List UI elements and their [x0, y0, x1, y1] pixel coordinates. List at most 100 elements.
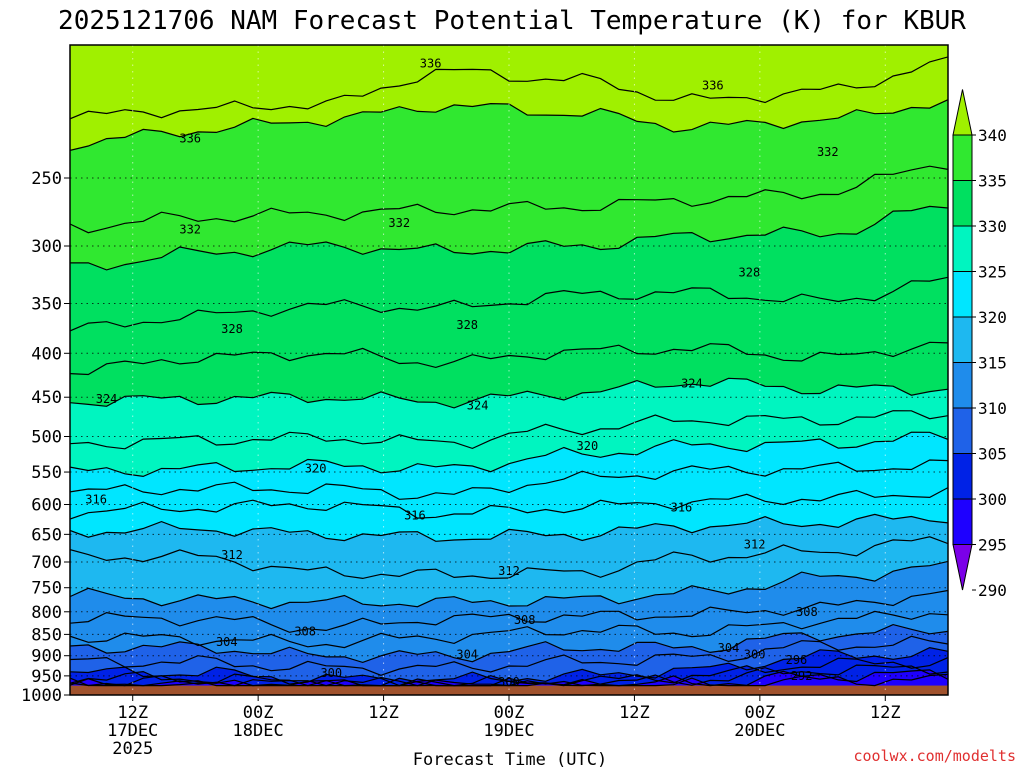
y-tick-label: 350 [31, 294, 62, 314]
x-tick-label: 17DEC [107, 721, 158, 741]
contour-label: 308 [294, 624, 316, 638]
contour-336 [70, 56, 948, 120]
contour-328 [70, 276, 948, 332]
contour-label: 332 [388, 216, 410, 230]
contour-label: 304 [456, 647, 478, 661]
contour-322 [70, 410, 948, 450]
contour-320 [70, 431, 948, 478]
contour-318 [70, 459, 948, 500]
y-tick-label: 600 [31, 495, 62, 515]
x-tick-label: 19DEC [483, 721, 534, 741]
colorbar-extend-max [952, 89, 973, 136]
x-tick-label: 12Z [619, 703, 650, 723]
y-tick-label: 1000 [21, 686, 62, 706]
x-tick-label: 12Z [870, 703, 901, 723]
colorbar-swatch [952, 225, 973, 272]
colorbar-label: 320 [978, 308, 1007, 327]
plot-area: 336 336 336 332 332 332 328 328 328 324 324 324 320 3… [69, 44, 949, 696]
x-tick-label: 00Z [744, 703, 775, 723]
contour-314 [70, 513, 948, 542]
colorbar-label: 330 [978, 217, 1007, 236]
y-tick-label: 650 [31, 525, 62, 545]
contour-324 [70, 377, 948, 409]
contour-label: 332 [179, 222, 201, 236]
contour-332 [70, 165, 948, 234]
contour-label: 316 [85, 492, 107, 506]
colorbar-label: 335 [978, 172, 1007, 191]
x-tick-label: 20DEC [734, 721, 785, 741]
contour-label: 316 [671, 501, 693, 515]
colorbar-swatch [952, 134, 973, 181]
contour-label: 336 [702, 78, 724, 92]
contour-296 [70, 664, 948, 687]
contour-label: 304 [718, 641, 740, 655]
contour-label: 336 [179, 132, 201, 146]
contour-300 [70, 646, 948, 687]
y-tick-label: 500 [31, 428, 62, 448]
y-tick-label: 950 [31, 667, 62, 687]
contour-304 [70, 623, 948, 664]
contour-label: 328 [456, 318, 478, 332]
contour-310 [70, 560, 948, 610]
contour-label: 300 [744, 647, 766, 661]
y-tick-label: 400 [31, 344, 62, 364]
colorbar-label: 300 [978, 490, 1007, 509]
contour-label: 308 [514, 613, 536, 627]
x-tick-label: 2025 [112, 739, 153, 759]
colorbar-swatch [952, 498, 973, 545]
x-tick-label: 00Z [243, 703, 274, 723]
colorbar-label: 325 [978, 263, 1007, 282]
colorbar-extend-min [952, 544, 973, 591]
contour-label: 328 [221, 322, 243, 336]
contour-label: 328 [739, 265, 761, 279]
x-tick-label: 00Z [494, 703, 525, 723]
colorbar-swatch [952, 271, 973, 318]
pressure-axis: 2503003504004505005506006507007508008509… [21, 169, 70, 706]
contour-302 [70, 635, 948, 676]
y-tick-label: 900 [31, 647, 62, 667]
y-tick-label: 450 [31, 388, 62, 408]
y-tick-label: 250 [31, 169, 62, 189]
y-tick-label: 750 [31, 579, 62, 599]
y-tick-label: 850 [31, 625, 62, 645]
y-tick-label: 700 [31, 553, 62, 573]
grid [70, 45, 948, 695]
contour-label: 312 [498, 564, 520, 578]
colorbar-swatch [952, 362, 973, 409]
colorbar-swatch [952, 180, 973, 227]
colorbar-swatch [952, 407, 973, 454]
contour-label: 332 [817, 145, 839, 159]
contour-326 [70, 341, 948, 376]
y-tick-label: 300 [31, 237, 62, 257]
colorbar-label: 290 [978, 581, 1007, 600]
y-tick-label: 800 [31, 603, 62, 623]
contour-label: 320 [305, 462, 327, 476]
x-tick-label: 12Z [368, 703, 399, 723]
contour-label: 336 [420, 57, 442, 71]
x-axis-title: Forecast Time (UTC) [413, 750, 607, 768]
colorbar-label: 315 [978, 354, 1007, 373]
contour-label: 316 [404, 509, 426, 523]
contour-label: 304 [216, 635, 238, 649]
x-tick-label: 18DEC [233, 721, 284, 741]
contour-label: 308 [796, 605, 818, 619]
contour-label: 312 [744, 538, 766, 552]
y-tick-label: 550 [31, 463, 62, 483]
colorbar: 290 295 300 305 310 315 320 325 330 335 340 [952, 89, 1007, 600]
ground-layer [70, 685, 948, 695]
contour-label: 320 [577, 439, 599, 453]
contour-308 [70, 589, 948, 633]
colorbar-swatch [952, 453, 973, 500]
colorbar-label: 295 [978, 536, 1007, 555]
x-tick-label: 12Z [117, 703, 148, 723]
contour-label: 296 [786, 653, 808, 667]
contour-label: 300 [320, 666, 342, 680]
contour-label: 324 [96, 392, 118, 406]
colorbar-label: 340 [978, 126, 1007, 145]
colorbar-label: 305 [978, 445, 1007, 464]
credit-text: coolwx.com/modelts [853, 747, 1016, 765]
contour-label: 324 [681, 377, 703, 391]
colorbar-swatch [952, 316, 973, 363]
